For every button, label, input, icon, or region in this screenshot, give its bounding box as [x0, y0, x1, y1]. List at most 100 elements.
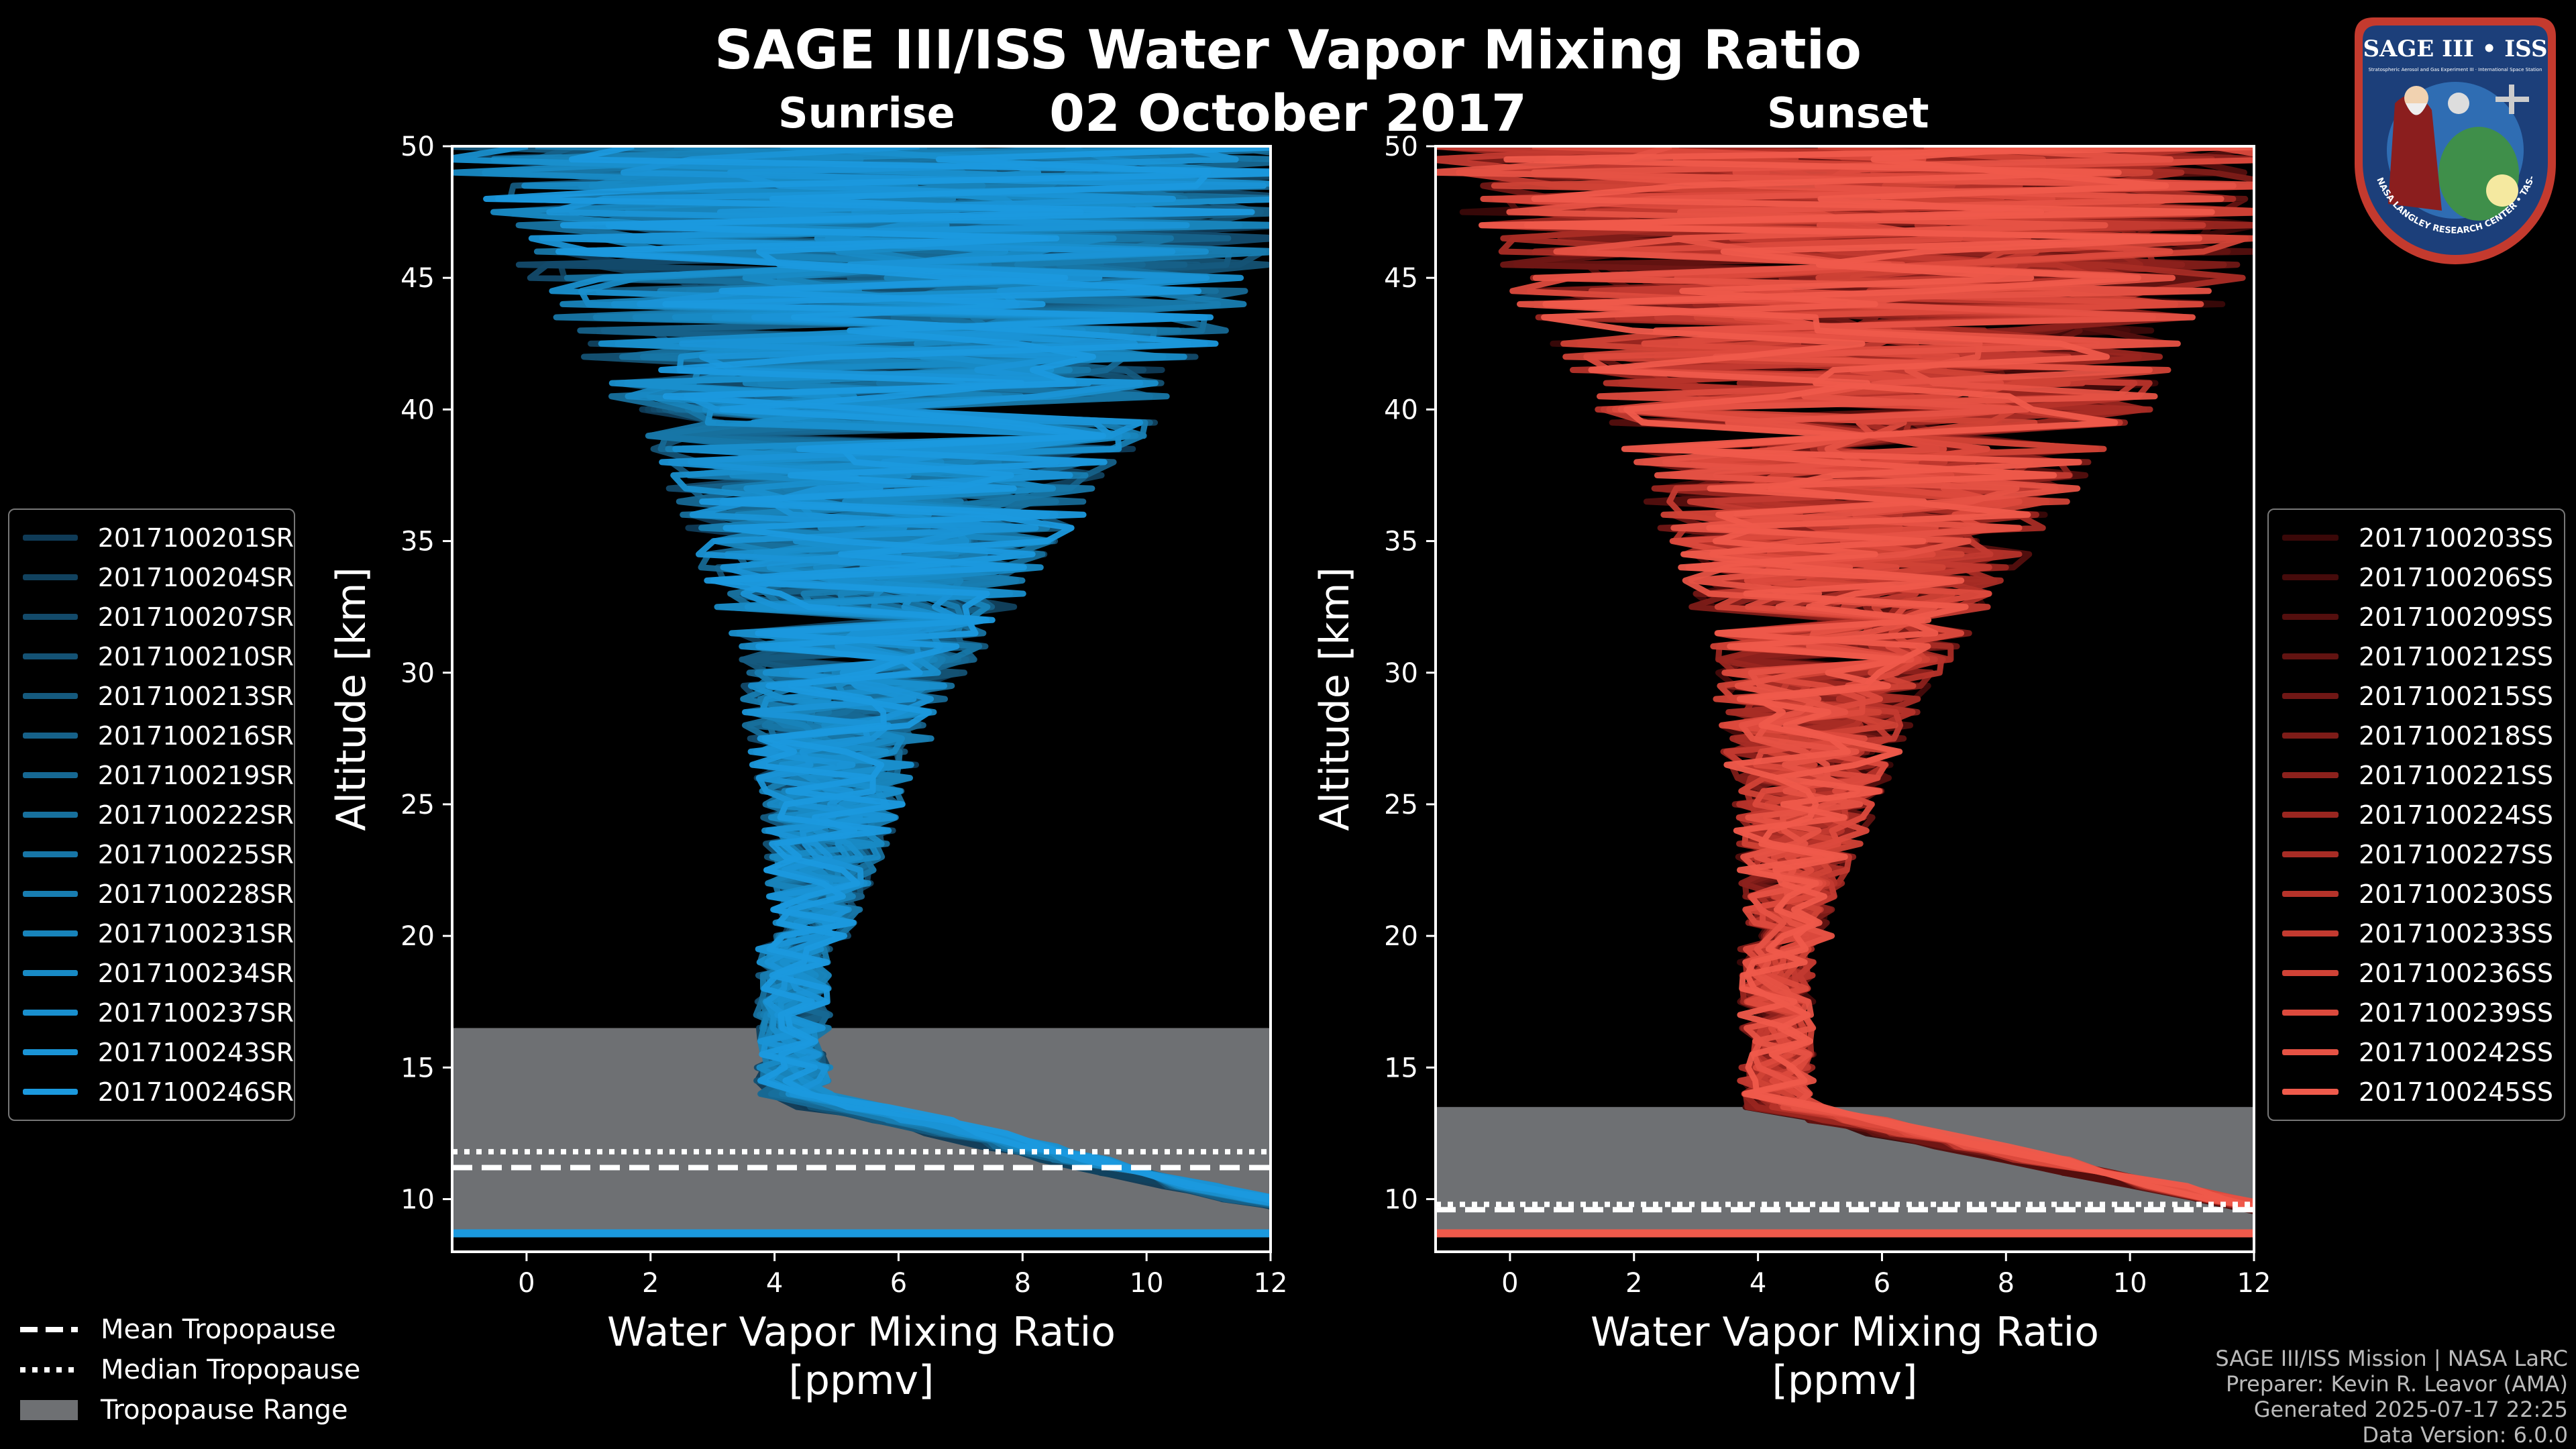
x-tick-label: 10 — [1130, 1268, 1164, 1299]
y-axis-label: Altitude [km] — [328, 567, 375, 831]
profile-2017100245SS — [1523, 146, 2254, 1210]
y-tick-label: 10 — [1384, 1185, 1418, 1216]
legend-swatch — [2282, 614, 2339, 620]
x-tick-label: 4 — [1750, 1268, 1766, 1299]
legend-label: 2017100242SS — [2359, 1037, 2554, 1067]
legend-item: 2017100206SS — [2269, 557, 2564, 597]
legend-swatch — [23, 930, 78, 936]
legend-label: 2017100224SS — [2359, 800, 2554, 830]
y-tick-label: 25 — [400, 790, 435, 820]
legend-label: 2017100236SS — [2359, 958, 2554, 988]
y-tick-label: 40 — [1384, 394, 1418, 425]
sunset-panel-title: Sunset — [1767, 89, 1929, 138]
legend-swatch — [2282, 535, 2339, 541]
legend-swatch — [23, 614, 78, 620]
legend-label: 2017100216SR — [97, 720, 294, 751]
legend-swatch — [2282, 772, 2339, 778]
dotted-line-swatch — [20, 1367, 78, 1373]
legend-item: 2017100212SS — [2269, 637, 2564, 676]
range-swatch — [20, 1400, 78, 1420]
legend-swatch — [2282, 812, 2339, 818]
x-tick-label: 6 — [1874, 1268, 1890, 1299]
legend-item: 2017100209SS — [2269, 597, 2564, 637]
legend-label: 2017100245SS — [2359, 1077, 2554, 1107]
y-axis-label: Altitude [km] — [1311, 567, 1358, 831]
badge-subtitle: Stratospheric Aerosol and Gas Experiment… — [2368, 67, 2542, 72]
x-tick-label: 2 — [1625, 1268, 1642, 1299]
legend-swatch — [2282, 693, 2339, 699]
legend-swatch — [23, 535, 78, 541]
legend-label: 2017100233SS — [2359, 918, 2554, 949]
y-tick-label: 15 — [1384, 1053, 1418, 1083]
legend-label: 2017100230SS — [2359, 879, 2554, 909]
legend-item: 2017100234SR — [9, 953, 294, 993]
legend-label: 2017100219SR — [97, 760, 294, 790]
legend-swatch — [23, 1049, 78, 1055]
mean-tropopause-legend-item: Mean Tropopause — [19, 1309, 360, 1350]
legend-swatch — [23, 970, 78, 976]
legend-label: 2017100207SR — [97, 602, 294, 632]
legend-item: 2017100221SS — [2269, 755, 2564, 795]
legend-label: 2017100212SS — [2359, 641, 2554, 672]
x-axis-label: [ppmv] — [1772, 1357, 1918, 1404]
legend-label: 2017100228SR — [97, 879, 294, 909]
median-tropopause-label: Median Tropopause — [101, 1354, 361, 1385]
legend-label: 2017100203SS — [2359, 523, 2554, 553]
profile-2017100246SR — [483, 146, 1271, 1201]
legend-item: 2017100245SS — [2269, 1072, 2564, 1112]
legend-label: 2017100227SS — [2359, 839, 2554, 869]
legend-label: 2017100215SS — [2359, 681, 2554, 711]
legend-swatch — [23, 574, 78, 580]
legend-swatch — [2282, 1010, 2339, 1016]
x-tick-label: 8 — [1998, 1268, 2015, 1299]
legend-label: 2017100239SS — [2359, 998, 2554, 1028]
tropopause-legend: Mean Tropopause Median Tropopause Tropop… — [19, 1309, 360, 1430]
legend-label: 2017100204SR — [97, 562, 294, 592]
y-tick-label: 45 — [400, 263, 435, 294]
legend-label: 2017100210SR — [97, 641, 294, 672]
median-tropopause-legend-item: Median Tropopause — [19, 1350, 360, 1390]
legend-item: 2017100203SS — [2269, 518, 2564, 557]
dashed-line-swatch — [20, 1327, 78, 1332]
legend-item: 2017100227SS — [2269, 835, 2564, 874]
x-axis-label: Water Vapor Mixing Ratio — [607, 1309, 1116, 1356]
chart-title: SAGE III/ISS Water Vapor Mixing Ratio — [714, 19, 1862, 81]
sunrise-legend: 2017100201SR 2017100204SR 2017100207SR 2017… — [8, 508, 295, 1121]
sunrise-panel-title: Sunrise — [778, 89, 955, 138]
footer-generated: Generated 2025-07-17 22:25 — [2253, 1397, 2568, 1422]
legend-swatch — [23, 653, 78, 659]
badge-title: SAGE III • ISS — [2363, 36, 2547, 62]
tropopause-range-band — [452, 1028, 1271, 1234]
legend-swatch — [23, 1089, 78, 1095]
legend-item: 2017100233SS — [2269, 914, 2564, 953]
footer-version: Data Version: 6.0.0 — [2362, 1422, 2568, 1448]
y-tick-label: 35 — [1384, 527, 1418, 557]
y-tick-label: 50 — [400, 131, 435, 162]
legend-item: 2017100236SS — [2269, 953, 2564, 993]
legend-label: 2017100231SR — [97, 918, 294, 949]
x-axis-label: Water Vapor Mixing Ratio — [1591, 1309, 2099, 1356]
sunset-legend: 2017100203SS 2017100206SS 2017100209SS 2017… — [2267, 508, 2565, 1121]
y-tick-label: 20 — [1384, 921, 1418, 952]
legend-swatch — [23, 1010, 78, 1016]
legend-item: 2017100204SR — [9, 557, 294, 597]
legend-item: 2017100230SS — [2269, 874, 2564, 914]
legend-label: 2017100234SR — [97, 958, 294, 988]
legend-label: 2017100221SS — [2359, 760, 2554, 790]
y-tick-label: 20 — [400, 921, 435, 952]
x-tick-label: 0 — [1501, 1268, 1518, 1299]
legend-label: 2017100237SR — [97, 998, 294, 1028]
legend-swatch — [2282, 1049, 2339, 1055]
y-tick-label: 30 — [1384, 658, 1418, 689]
plot-frame — [451, 145, 1272, 1253]
legend-swatch — [23, 772, 78, 778]
legend-label: 2017100243SR — [97, 1037, 294, 1067]
profile-lines — [452, 146, 1271, 1238]
mean-tropopause-label: Mean Tropopause — [101, 1314, 336, 1345]
legend-item: 2017100219SR — [9, 755, 294, 795]
legend-item: 2017100243SR — [9, 1032, 294, 1072]
x-tick-label: 12 — [1254, 1268, 1288, 1299]
legend-label: 2017100213SR — [97, 681, 294, 711]
legend-label: 2017100201SR — [97, 523, 294, 553]
